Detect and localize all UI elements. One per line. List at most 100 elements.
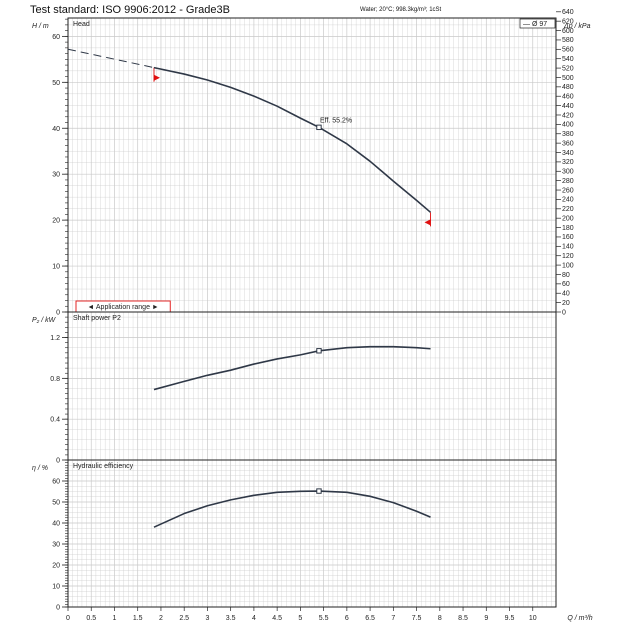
y-tick-label: 10 (52, 584, 60, 591)
series-line (153, 345, 431, 391)
y2-tick-label: 280 (562, 178, 574, 185)
y2-tick-label: 140 (562, 244, 574, 251)
y2-tick-label: 440 (562, 103, 574, 110)
y2-tick-label: 40 (562, 291, 570, 298)
y2-tick-label: 100 (562, 262, 574, 269)
y-tick-label: 0 (56, 605, 60, 612)
y2-tick-label: 480 (562, 84, 574, 91)
y2-tick-label: 180 (562, 225, 574, 232)
x-tick-label: 0.5 (86, 615, 96, 622)
y2-tick-label: 640 (562, 9, 574, 16)
y2-tick-label: 120 (562, 253, 574, 260)
x-tick-label: 5 (298, 615, 302, 622)
y2-tick-label: 580 (562, 37, 574, 44)
x-tick-label: 10 (529, 615, 537, 622)
y-tick-label: 20 (52, 563, 60, 570)
legend-box (519, 18, 556, 29)
y-axis-label: η / % (32, 465, 48, 472)
x-tick-label: 9.5 (505, 615, 515, 622)
y-tick-label: 50 (52, 80, 60, 87)
x-tick-label: 2 (159, 615, 163, 622)
series-line (153, 490, 431, 528)
legend: — Ø 97 (519, 18, 556, 29)
y-tick-label: 0 (56, 310, 60, 317)
panel-label: Head (73, 21, 90, 28)
duty-point (316, 124, 322, 131)
y-axis-label: H / m (32, 23, 49, 30)
head-extrapolation-line (67, 48, 155, 69)
y2-tick-label: 240 (562, 197, 574, 204)
duty-point (316, 488, 322, 494)
panel-label: Shaft power P2 (73, 315, 121, 322)
y-tick-label: 50 (52, 500, 60, 507)
test-conditions: Water; 20°C; 998.3kg/m³; 1cSt (360, 7, 442, 13)
duty-point-label: Eff. 55.2% (320, 117, 352, 124)
y2-tick-label: 80 (562, 272, 570, 279)
x-tick-label: 1.5 (133, 615, 143, 622)
x-tick-label: 7 (391, 615, 395, 622)
y2-tick-label: 160 (562, 234, 574, 241)
y2-tick-label: 460 (562, 94, 574, 101)
y2-tick-label: 620 (562, 18, 574, 25)
y2-tick-label: 320 (562, 159, 574, 166)
series-line (153, 66, 432, 213)
y2-tick-label: 300 (562, 169, 574, 176)
legend-entry: — Ø 97 (523, 21, 547, 28)
panel-label: Hydraulic efficiency (73, 463, 134, 470)
application-range-label: ◄ Application range ► (87, 304, 158, 311)
y-tick-label: 0.4 (50, 417, 60, 424)
y-axis-label: P₂ / kW (32, 317, 57, 324)
x-axis-label: Q / m³/h (567, 615, 592, 622)
y2-tick-label: 60 (562, 281, 570, 288)
y-tick-label: 40 (52, 521, 60, 528)
y2-tick-label: 500 (562, 75, 574, 82)
range-marker (153, 74, 160, 81)
y-tick-label: 0.8 (50, 376, 60, 383)
y2-tick-label: 220 (562, 206, 574, 213)
page-title: Test standard: ISO 9906:2012 - Grade3B (30, 4, 230, 16)
x-tick-label: 1 (113, 615, 117, 622)
x-tick-label: 8 (438, 615, 442, 622)
panel-frame (67, 311, 557, 461)
duty-point (316, 348, 322, 354)
y-tick-label: 10 (52, 264, 60, 271)
chart-panel-2: 0 0.4 0.8 1.2 Shaft power P2 P₂ / kW (32, 311, 557, 465)
x-tick-label: 9 (484, 615, 488, 622)
y2-tick-label: 520 (562, 65, 574, 72)
x-tick-label: 0 (66, 615, 70, 622)
range-marker (424, 219, 431, 226)
y2-tick-label: 340 (562, 150, 574, 157)
y-tick-label: 30 (52, 172, 60, 179)
chart-panel-1: 0 10 20 30 40 50 60 Head H / m 0 20 40 60 80 100 120 140… (32, 9, 591, 316)
y2-tick-label: 600 (562, 28, 574, 35)
panel-frame (67, 17, 557, 313)
x-tick-label: 8.5 (458, 615, 468, 622)
x-tick-label: 2.5 (179, 615, 189, 622)
x-tick-label: 4.5 (272, 615, 282, 622)
y2-tick-label: 200 (562, 215, 574, 222)
x-tick-label: 3 (205, 615, 209, 622)
y2-tick-label: 400 (562, 122, 574, 129)
x-tick-label: 6 (345, 615, 349, 622)
x-tick-label: 4 (252, 615, 256, 622)
y2-tick-label: 0 (562, 309, 566, 316)
y2-tick-label: 560 (562, 47, 574, 54)
y2-axis-label: Δp / kPa (563, 23, 591, 30)
y2-tick-label: 380 (562, 131, 574, 138)
y2-tick-label: 540 (562, 56, 574, 63)
y2-tick-label: 360 (562, 140, 574, 147)
y2-tick-label: 20 (562, 300, 570, 307)
x-tick-label: 5.5 (319, 615, 329, 622)
y-tick-label: 0 (56, 458, 60, 465)
y2-tick-label: 420 (562, 112, 574, 119)
x-tick-label: 7.5 (412, 615, 422, 622)
x-tick-label: 3.5 (226, 615, 236, 622)
y-tick-label: 40 (52, 126, 60, 133)
y2-tick-label: 260 (562, 187, 574, 194)
y-tick-label: 20 (52, 218, 60, 225)
y-tick-label: 30 (52, 542, 60, 549)
y-tick-label: 60 (52, 34, 60, 41)
y-tick-label: 60 (52, 479, 60, 486)
